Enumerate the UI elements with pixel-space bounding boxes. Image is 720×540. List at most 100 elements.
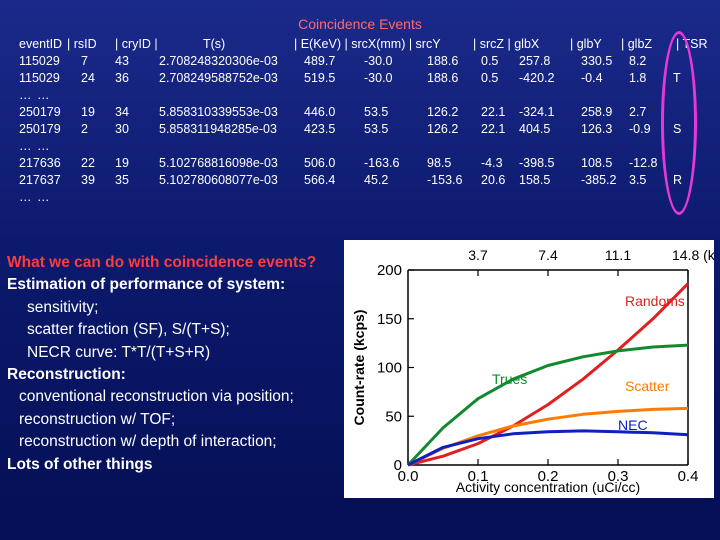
count-rate-chart-svg: 0.0 0.1 0.2 0.3 0.4 0 50 100 150 200 3.7 7.4 11.1 14.… xyxy=(351,247,714,495)
table-header-cell: | cryID | xyxy=(115,37,158,51)
top-tick-label: 11.1 xyxy=(605,247,631,263)
table-cell: 22.1 xyxy=(481,122,506,136)
table-header-cell: | rsID xyxy=(67,37,97,51)
table-cell: -4.3 xyxy=(481,156,503,170)
table-cell: -420.2 xyxy=(519,71,555,85)
top-tick-label: 7.4 xyxy=(538,247,558,263)
table-cell: 2 xyxy=(81,122,88,136)
y-tick-label: 50 xyxy=(385,408,402,425)
x-tick-label: 0.2 xyxy=(538,468,559,485)
bullet-line: Estimation of performance of system: xyxy=(7,276,286,294)
table-cell: 43 xyxy=(115,54,129,68)
ellipsis-text: … … xyxy=(19,139,51,153)
table-cell: 5.102768816098e-03 xyxy=(159,156,278,170)
x-axis-label: Activity concentration (uCi/cc) xyxy=(456,479,640,495)
table-cell: 423.5 xyxy=(304,122,336,136)
table-cell: -12.8 xyxy=(629,156,658,170)
table-cell: -324.1 xyxy=(519,105,555,119)
table-cell: 2.708249588752e-03 xyxy=(159,71,278,85)
table-header-cell: T(s) xyxy=(203,37,226,51)
bullet-line: Lots of other things xyxy=(7,455,153,473)
bullets-heading: What we can do with coincidence events? xyxy=(7,254,317,271)
table-cell: 35 xyxy=(115,173,129,187)
table-cell: 404.5 xyxy=(519,122,551,136)
table-header-cell: | glbZ xyxy=(621,37,653,51)
slide-title: Coincidence Events xyxy=(298,16,422,32)
y-tick-label: 100 xyxy=(377,360,402,377)
table-cell: 217636 xyxy=(19,156,61,170)
bullet-line: NECR curve: T*T/(T+S+R) xyxy=(27,343,211,361)
series-line-trues xyxy=(406,343,689,467)
table-cell: 258.9 xyxy=(581,105,613,119)
x-tick-label: 0.3 xyxy=(608,468,629,485)
table-cell: 5.858310339553e-03 xyxy=(159,105,278,119)
table-cell: 19 xyxy=(115,156,129,170)
table-cell: 158.5 xyxy=(519,173,551,187)
table-cell: 257.8 xyxy=(519,54,551,68)
top-tick-label: 14.8 (kBq/ml) xyxy=(672,247,714,263)
x-tick-label: 0.0 xyxy=(398,468,419,485)
table-cell: 126.2 xyxy=(427,105,459,119)
table-cell: 5.102780608077e-03 xyxy=(159,173,278,187)
y-tick-label: 200 xyxy=(377,262,402,279)
table-cell: 53.5 xyxy=(364,105,389,119)
x-tick-label: 0.1 xyxy=(468,468,489,485)
table-cell: 330.5 xyxy=(581,54,613,68)
table-cell: 566.4 xyxy=(304,173,336,187)
bullet-line: Reconstruction: xyxy=(7,366,126,384)
table-cell: 34 xyxy=(115,105,129,119)
table-cell: 489.7 xyxy=(304,54,336,68)
table-cell: -153.6 xyxy=(427,173,463,187)
table-cell: 7 xyxy=(81,54,88,68)
table-header-cell: eventID xyxy=(19,37,63,51)
table-cell: 24 xyxy=(81,71,95,85)
table-header-cell: | glbY xyxy=(570,37,602,51)
table-cell: -30.0 xyxy=(364,71,393,85)
bullet-line: reconstruction w/ TOF; xyxy=(19,410,176,428)
table-cell: 98.5 xyxy=(427,156,452,170)
table-cell: 126.2 xyxy=(427,122,459,136)
table-cell: 53.5 xyxy=(364,122,389,136)
table-cell: -0.4 xyxy=(581,71,603,85)
count-rate-chart: 0.0 0.1 0.2 0.3 0.4 0 50 100 150 200 3.7 7.4 11.1 14.… xyxy=(344,240,714,498)
table-cell: -0.9 xyxy=(629,122,651,136)
table-cell: 250179 xyxy=(19,122,61,136)
table-cell: 3.5 xyxy=(629,173,647,187)
tsr-column-highlight xyxy=(661,31,697,215)
table-cell: 250179 xyxy=(19,105,61,119)
table-cell: 22 xyxy=(81,156,95,170)
table-cell: 19 xyxy=(81,105,95,119)
table-cell: 446.0 xyxy=(304,105,336,119)
table-cell: 8.2 xyxy=(629,54,647,68)
series-label-trues: Trues xyxy=(492,371,527,387)
bullet-line: reconstruction w/ depth of interaction; xyxy=(19,433,277,451)
series-line-randoms xyxy=(407,282,690,467)
table-cell: 519.5 xyxy=(304,71,336,85)
ellipsis-text: … … xyxy=(19,190,51,204)
table-cell: 20.6 xyxy=(481,173,506,187)
table-cell: 1.8 xyxy=(629,71,647,85)
x-tick-label: 0.4 xyxy=(678,468,699,485)
table-cell: 45.2 xyxy=(364,173,389,187)
series-label-randoms: Randoms xyxy=(625,293,685,309)
series-line-nec xyxy=(407,429,689,467)
table-cell: 22.1 xyxy=(481,105,506,119)
y-tick-label: 150 xyxy=(377,311,402,328)
table-cell: -398.5 xyxy=(519,156,555,170)
table-cell: 5.858311948285e-03 xyxy=(159,122,277,136)
table-cell: 2.7 xyxy=(629,105,647,119)
ellipsis-text: … … xyxy=(19,88,51,102)
series-label-scatter: Scatter xyxy=(625,378,670,394)
table-cell: -30.0 xyxy=(364,54,393,68)
table-cell: -163.6 xyxy=(364,156,400,170)
bullet-line: scatter fraction (SF), S/(T+S); xyxy=(27,321,230,339)
table-cell: 39 xyxy=(81,173,95,187)
bullet-line: conventional reconstruction via position… xyxy=(19,388,294,406)
top-tick-label: 3.7 xyxy=(468,247,488,263)
series-label-nec: NEC xyxy=(618,417,648,433)
table-cell: 126.3 xyxy=(581,122,613,136)
y-axis-label: Count-rate (kcps) xyxy=(351,310,367,426)
table-header-cell: | srcZ | glbX xyxy=(473,37,540,51)
table-header-cell: | E(KeV) | srcX(mm) | srcY xyxy=(294,37,441,51)
table-cell: 2.708248320306e-03 xyxy=(159,54,278,68)
